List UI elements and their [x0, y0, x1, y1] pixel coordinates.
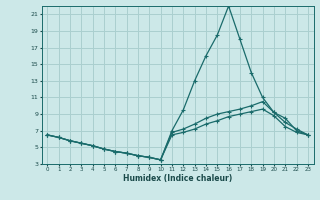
X-axis label: Humidex (Indice chaleur): Humidex (Indice chaleur) [123, 174, 232, 183]
